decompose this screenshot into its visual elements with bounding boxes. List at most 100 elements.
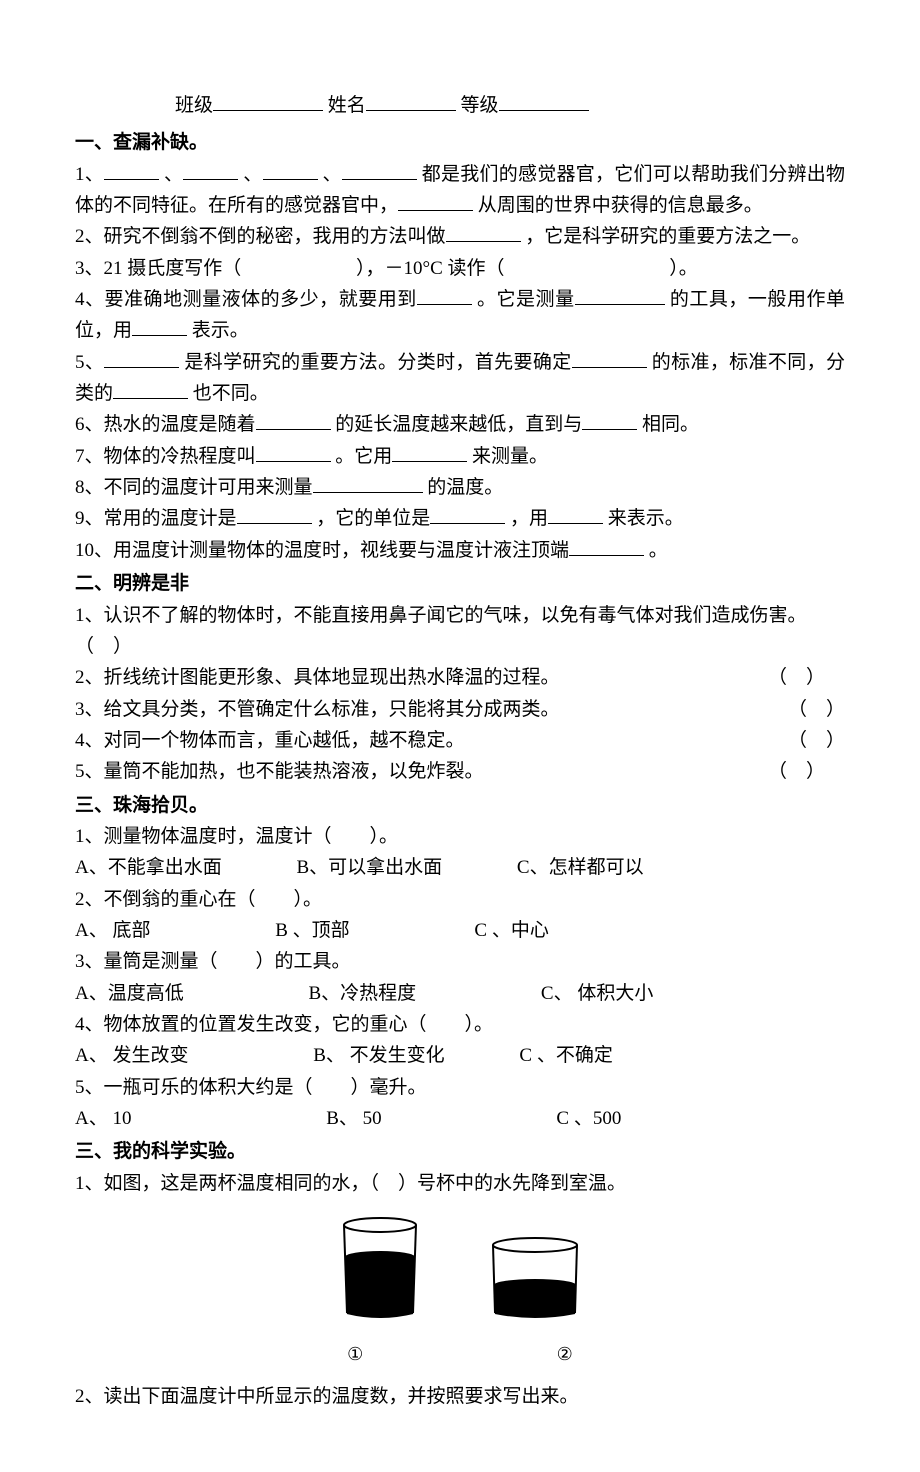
s2-q5-bracket: （ ） bbox=[768, 756, 845, 787]
s2-q2-text: 2、折线统计图能更形象、具体地显现出热水降温的过程。 bbox=[75, 667, 560, 688]
class-blank bbox=[213, 90, 323, 111]
name-blank bbox=[366, 90, 456, 111]
s3-q1-options: A、不能拿出水面 B、可以拿出水面 C、怎样都可以 bbox=[75, 852, 845, 883]
cup1-svg bbox=[335, 1213, 425, 1323]
section3-heading: 三、珠海拾贝。 bbox=[75, 790, 845, 821]
s3-q1-opt-a: A、不能拿出水面 bbox=[75, 852, 222, 883]
s1-q5: 5、 是科学研究的重要方法。分类时，首先要确定 的标准，标准不同，分类的 也不同… bbox=[75, 347, 845, 410]
s2-q2-bracket: （ ） bbox=[768, 662, 845, 693]
s1-q9-t2: ，它的单位是 bbox=[316, 508, 430, 529]
blank bbox=[398, 190, 473, 211]
grade-label: 等级 bbox=[461, 95, 499, 116]
s3-q5-opt-b: B、 50 bbox=[326, 1103, 381, 1134]
s1-q1-t4: 、 bbox=[323, 164, 342, 185]
s1-q7-t3: 来测量。 bbox=[472, 446, 548, 467]
s1-q10-t2: 。 bbox=[649, 540, 668, 561]
s1-q8-t1: 8、不同的温度计可用来测量 bbox=[75, 477, 313, 498]
cup2-svg bbox=[485, 1213, 585, 1323]
s1-q4-t1: 4、要准确地测量液体的多少，就要用到 bbox=[75, 289, 417, 310]
s1-q6-t3: 相同。 bbox=[642, 414, 699, 435]
cups-figure bbox=[75, 1213, 845, 1333]
s3-q1: 1、测量物体温度时，温度计（ ）。 bbox=[75, 821, 845, 852]
section1-heading: 一、查漏补缺。 bbox=[75, 127, 845, 158]
s1-q9-t4: 来表示。 bbox=[608, 508, 684, 529]
s1-q6-t2: 的延长温度越来越低，直到与 bbox=[335, 414, 582, 435]
s3-q2-opt-b: B 、顶部 bbox=[275, 915, 349, 946]
blank bbox=[446, 221, 521, 242]
s3-q4-opt-a: A、 发生改变 bbox=[75, 1040, 188, 1071]
s1-q4-t2: 。它是测量 bbox=[477, 289, 575, 310]
s1-q1-t1: 1、 bbox=[75, 164, 104, 185]
blank bbox=[572, 347, 647, 368]
s3-q3-opt-a: A、温度高低 bbox=[75, 978, 184, 1009]
blank bbox=[256, 410, 331, 431]
s1-q2-t2: ，它是科学研究的重要方法之一。 bbox=[525, 226, 810, 247]
s1-q9: 9、常用的温度计是 ，它的单位是 ，用 来表示。 bbox=[75, 503, 845, 534]
s1-q9-t1: 9、常用的温度计是 bbox=[75, 508, 237, 529]
s1-q3-t3: ）。 bbox=[669, 258, 698, 279]
s3-q5: 5、一瓶可乐的体积大约是（ ）毫升。 bbox=[75, 1072, 845, 1103]
s1-q1: 1、 、 、 、 都是我们的感觉器官，它们可以帮助我们分辨出物体的不同特征。在所… bbox=[75, 159, 845, 222]
blank bbox=[263, 159, 318, 180]
blank bbox=[392, 441, 467, 462]
s2-q1-text: 1、认识不了解的物体时，不能直接用鼻子闻它的气味，以免有毒气体对我们造成伤害。 bbox=[75, 605, 807, 626]
blank bbox=[342, 159, 417, 180]
s1-q7-t1: 7、物体的冷热程度叫 bbox=[75, 446, 256, 467]
s3-q1-opt-b: B、可以拿出水面 bbox=[296, 852, 442, 883]
s3-q2-options: A、 底部 B 、顶部 C 、中心 bbox=[75, 915, 845, 946]
s1-q3: 3、21 摄氏度写作（ ），－10°C 读作（ ）。 bbox=[75, 253, 845, 284]
s1-q4-t4: 表示。 bbox=[192, 320, 249, 341]
grade-blank bbox=[499, 90, 589, 111]
s3-q3-opt-b: B、冷热程度 bbox=[308, 978, 416, 1009]
cups-labels: ① ② bbox=[75, 1339, 845, 1370]
s1-q1-t3: 、 bbox=[243, 164, 262, 185]
s3-q2-opt-c: C 、中心 bbox=[474, 915, 548, 946]
s1-q5-t2: 是科学研究的重要方法。分类时，首先要确定 bbox=[184, 352, 571, 373]
s1-q10-t1: 10、用温度计测量物体的温度时，视线要与温度计液注顶端 bbox=[75, 540, 569, 561]
s1-q8-t2: 的温度。 bbox=[427, 477, 503, 498]
s2-q3: 3、给文具分类，不管确定什么标准，只能将其分成两类。 （ ） bbox=[75, 694, 845, 725]
s1-q5-t1: 5、 bbox=[75, 352, 104, 373]
header-fields: 班级 姓名 等级 bbox=[75, 90, 845, 121]
blank bbox=[417, 284, 472, 305]
s1-q6: 6、热水的温度是随着 的延长温度越来越低，直到与 相同。 bbox=[75, 409, 845, 440]
s1-q1-t6: 从周围的世界中获得的信息最多。 bbox=[478, 195, 763, 216]
s2-q5-text: 5、量筒不能加热，也不能装热溶液，以免炸裂。 bbox=[75, 761, 484, 782]
s3-q3-opt-c: C、 体积大小 bbox=[541, 978, 653, 1009]
s2-q4-text: 4、对同一个物体而言，重心越低，越不稳定。 bbox=[75, 730, 465, 751]
section4-heading: 三、我的科学实验。 bbox=[75, 1136, 845, 1167]
s1-q3-t2: ），－10°C 读作（ bbox=[356, 258, 505, 279]
s3-q4-opt-c: C 、不确定 bbox=[519, 1040, 612, 1071]
s2-q5: 5、量筒不能加热，也不能装热溶液，以免炸裂。 （ ） bbox=[75, 756, 845, 787]
s1-q2-t1: 2、研究不倒翁不倒的秘密，我用的方法叫做 bbox=[75, 226, 446, 247]
s4-q2: 2、读出下面温度计中所显示的温度数，并按照要求写出来。 bbox=[75, 1381, 845, 1412]
s1-q2: 2、研究不倒翁不倒的秘密，我用的方法叫做 ，它是科学研究的重要方法之一。 bbox=[75, 221, 845, 252]
s1-q9-t3: ，用 bbox=[510, 508, 548, 529]
class-label: 班级 bbox=[175, 95, 213, 116]
blank bbox=[104, 347, 179, 368]
s3-q4-options: A、 发生改变 B、 不发生变化 C 、不确定 bbox=[75, 1040, 845, 1071]
s2-q3-bracket: （ ） bbox=[788, 694, 845, 725]
s3-q4: 4、物体放置的位置发生改变，它的重心（ ）。 bbox=[75, 1009, 845, 1040]
s3-q2: 2、不倒翁的重心在（ ）。 bbox=[75, 884, 845, 915]
s1-q8: 8、不同的温度计可用来测量 的温度。 bbox=[75, 472, 845, 503]
s1-q10: 10、用温度计测量物体的温度时，视线要与温度计液注顶端 。 bbox=[75, 535, 845, 566]
s1-q1-t2: 、 bbox=[164, 164, 183, 185]
s2-q1: 1、认识不了解的物体时，不能直接用鼻子闻它的气味，以免有毒气体对我们造成伤害。 bbox=[75, 600, 845, 631]
s1-q7: 7、物体的冷热程度叫 。它用 来测量。 bbox=[75, 441, 845, 472]
s1-q7-t2: 。它用 bbox=[335, 446, 392, 467]
s3-q3-options: A、温度高低 B、冷热程度 C、 体积大小 bbox=[75, 978, 845, 1009]
s3-q2-opt-a: A、 底部 bbox=[75, 915, 150, 946]
s2-q1-paren: （ ） bbox=[75, 631, 845, 662]
s4-q1: 1、如图，这是两杯温度相同的水，（ ）号杯中的水先降到室温。 bbox=[75, 1168, 845, 1199]
blank bbox=[104, 159, 159, 180]
s2-q2: 2、折线统计图能更形象、具体地显现出热水降温的过程。 （ ） bbox=[75, 662, 845, 693]
cup2-label: ② bbox=[520, 1340, 610, 1370]
blank bbox=[575, 284, 665, 305]
s2-q4-bracket: （ ） bbox=[788, 725, 845, 756]
s2-q3-text: 3、给文具分类，不管确定什么标准，只能将其分成两类。 bbox=[75, 699, 560, 720]
s1-q6-t1: 6、热水的温度是随着 bbox=[75, 414, 256, 435]
s1-q3-t1: 3、21 摄氏度写作（ bbox=[75, 258, 241, 279]
s3-q5-opt-c: C 、500 bbox=[556, 1103, 621, 1134]
blank bbox=[313, 472, 423, 493]
